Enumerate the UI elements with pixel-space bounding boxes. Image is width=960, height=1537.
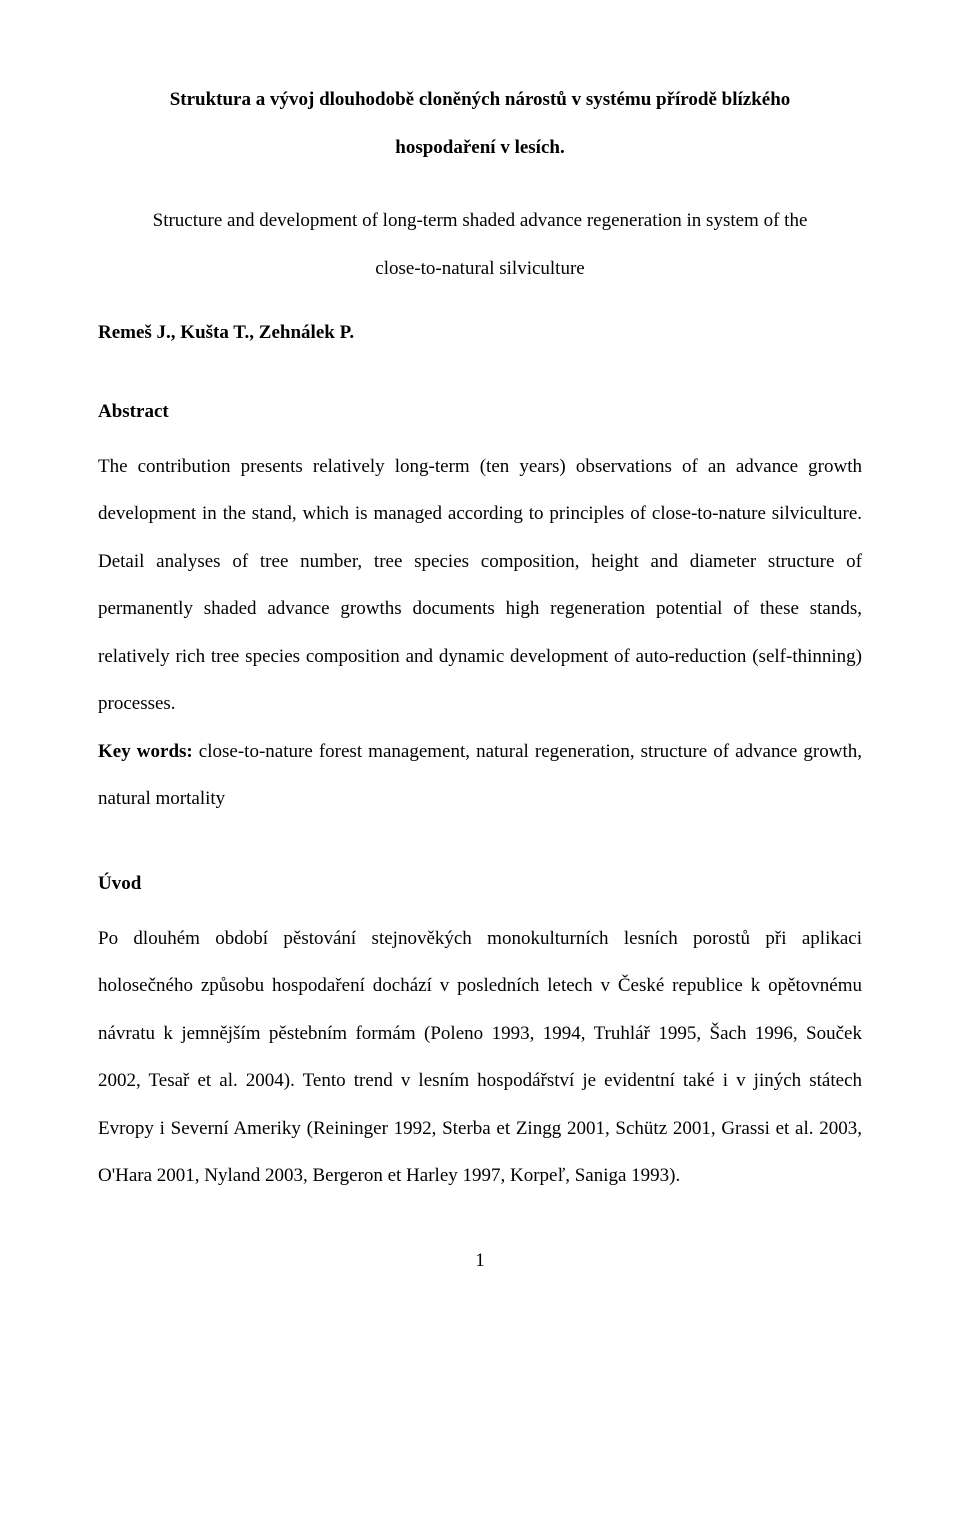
uvod-body: Po dlouhém období pěstování stejnověkých…	[98, 915, 862, 1200]
subtitle-line-1: Structure and development of long-term s…	[153, 210, 808, 231]
uvod-heading: Úvod	[98, 873, 862, 895]
document-title: Struktura a vývoj dlouhodobě cloněných n…	[98, 76, 862, 171]
title-line-2: hospodaření v lesích.	[395, 137, 564, 158]
keywords-label: Key words:	[98, 741, 193, 762]
keywords-text: close-to-nature forest management, natur…	[98, 741, 862, 810]
abstract-text: The contribution presents relatively lon…	[98, 456, 862, 715]
title-line-1: Struktura a vývoj dlouhodobě cloněných n…	[170, 89, 791, 110]
document-subtitle: Structure and development of long-term s…	[98, 197, 862, 292]
page-number: 1	[98, 1250, 862, 1272]
abstract-heading: Abstract	[98, 401, 862, 423]
subtitle-line-2: close-to-natural silviculture	[375, 258, 584, 279]
abstract-body: The contribution presents relatively lon…	[98, 443, 862, 823]
authors: Remeš J., Kušta T., Zehnálek P.	[98, 320, 862, 347]
